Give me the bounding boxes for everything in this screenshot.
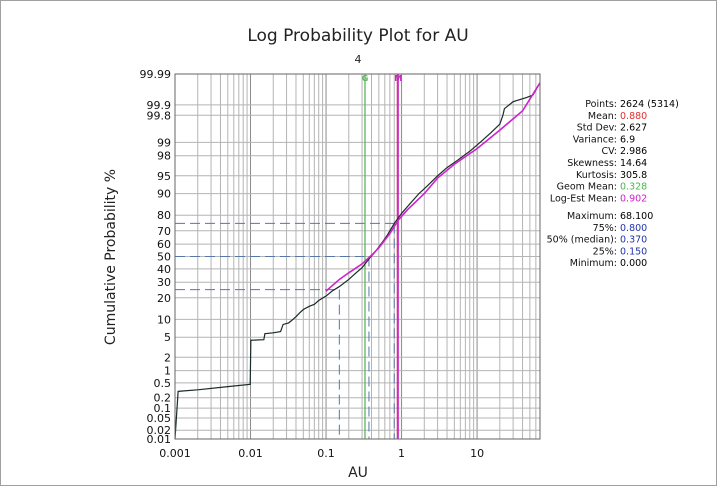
stat-value: 14.64 xyxy=(620,158,647,169)
stat-label: Variance: xyxy=(573,134,617,145)
x-tick-label: 0.01 xyxy=(238,447,263,460)
stat-value: 0.902 xyxy=(620,193,647,204)
y-tick-label: 0.02 xyxy=(147,424,172,437)
stat-label: CV: xyxy=(601,146,617,157)
y-tick-label: 99 xyxy=(157,136,171,149)
y-tick-label: 98 xyxy=(157,150,171,163)
y-tick-label: 90 xyxy=(157,188,171,201)
y-tick-label: 80 xyxy=(157,209,171,222)
y-tick-label: 99.8 xyxy=(147,109,172,122)
y-tick-label: 5 xyxy=(164,331,171,344)
stat-label: Log-Est Mean: xyxy=(550,193,617,204)
stat-label: Kurtosis: xyxy=(576,170,617,181)
data-series xyxy=(174,82,541,440)
plot-area-border xyxy=(174,73,541,440)
y-tick-label: 30 xyxy=(157,276,171,289)
stat-value: 0.880 xyxy=(620,111,647,122)
x-tick-labels: 0.001 0.01 0.1 1 10 xyxy=(159,447,484,460)
y-tick-label: 1 xyxy=(164,365,171,378)
y-tick-label: 60 xyxy=(157,238,171,251)
y-tick-label: 0.5 xyxy=(154,377,172,390)
stat2-value: 0.370 xyxy=(620,235,647,246)
stat-value: 305.8 xyxy=(620,170,647,181)
y-tick-label: 0.01 xyxy=(147,433,172,446)
stat2-value: 0.000 xyxy=(620,258,647,269)
y-tick-label: 99.9 xyxy=(147,99,172,112)
reference-marker: M xyxy=(394,74,402,83)
stat2-label: Maximum: xyxy=(567,211,617,222)
stat-label: Points: xyxy=(585,99,617,110)
y-tick-label: 40 xyxy=(157,263,171,276)
y-tick-label: 50 xyxy=(157,251,171,264)
y-tick-label: 10 xyxy=(157,313,171,326)
stat2-value: 0.800 xyxy=(620,223,647,234)
stat2-label: 50% (median): xyxy=(547,235,617,246)
y-tick-label: 2 xyxy=(164,351,171,364)
reference-marker: G xyxy=(362,74,369,83)
chart-subtitle: 4 xyxy=(355,53,362,66)
y-tick-label: 0.2 xyxy=(154,392,172,405)
stat2-label: 25%: xyxy=(593,246,617,257)
x-tick-label: 0.1 xyxy=(317,447,335,460)
stat-value: 6.9 xyxy=(620,134,635,145)
y-tick-label: 70 xyxy=(157,225,171,238)
stat-value: 2.986 xyxy=(620,146,647,157)
percentile-guides xyxy=(175,222,395,439)
y-tick-label: 20 xyxy=(157,292,171,305)
stat-label: Std Dev: xyxy=(577,123,617,134)
y-axis-label: Cumulative Probability % xyxy=(103,169,119,345)
y-tick-label: 0.1 xyxy=(154,402,172,415)
series-line xyxy=(325,82,541,292)
stat-value: 2.627 xyxy=(620,123,647,134)
stat2-label: Minimum: xyxy=(570,258,617,269)
stat-value: 0.328 xyxy=(620,182,647,193)
stat-label: Geom Mean: xyxy=(557,182,617,193)
x-tick-label: 1 xyxy=(398,447,405,460)
stat2-value: 0.150 xyxy=(620,246,647,257)
y-tick-label: 95 xyxy=(157,170,171,183)
series-line xyxy=(174,82,541,440)
stat-label: Skewness: xyxy=(567,158,617,169)
chart-title: Log Probability Plot for AU xyxy=(247,26,468,46)
stat2-value: 68.100 xyxy=(620,211,653,222)
x-axis-label: AU xyxy=(348,465,368,481)
stat2-label: 75%: xyxy=(593,223,617,234)
y-tick-label: 99.99 xyxy=(140,68,172,81)
stat-label: Mean: xyxy=(588,111,617,122)
stat-value: 2624 (5314) xyxy=(620,99,679,110)
x-tick-label: 0.001 xyxy=(159,447,191,460)
x-tick-label: 10 xyxy=(470,447,484,460)
y-tick-label: 0.05 xyxy=(147,412,172,425)
